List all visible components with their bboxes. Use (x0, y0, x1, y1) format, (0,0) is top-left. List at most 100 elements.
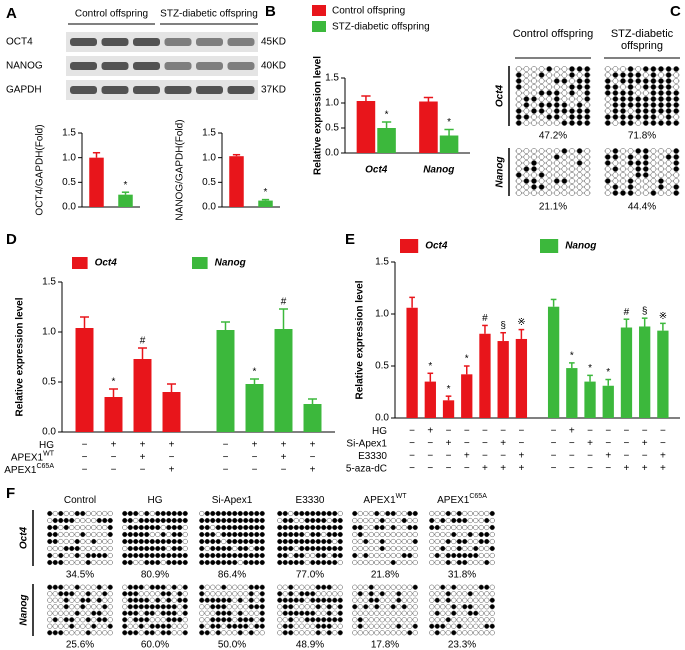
cpg-dot (642, 66, 649, 72)
cpg-dot (232, 524, 238, 531)
treatment-mark: + (518, 463, 524, 474)
treatment-mark: + (252, 440, 258, 451)
cpg-dot (321, 597, 327, 603)
cpg-dot (254, 524, 260, 531)
cpg-dot (642, 78, 649, 84)
cpg-dot (456, 591, 462, 597)
cpg-dot (248, 610, 254, 616)
cpg-dot (166, 531, 172, 538)
cpg-dot (390, 510, 396, 517)
cpg-dot (484, 604, 490, 610)
cpg-dot (604, 184, 611, 190)
cpg-dot (63, 597, 69, 603)
error-bar (308, 398, 317, 404)
methylation-percent: 23.3% (448, 640, 476, 650)
cpg-dot (429, 524, 435, 531)
cpg-dot (523, 96, 530, 102)
cpg-dot (243, 545, 249, 552)
cpg-dot (412, 510, 418, 517)
group-label-box: STZ-diabetic offspring (611, 28, 673, 52)
methylation-percent: 86.4% (218, 570, 246, 581)
treatment-mark: − (446, 426, 452, 437)
cpg-dot (658, 102, 664, 108)
cpg-dot (210, 604, 216, 610)
cpg-dot (357, 510, 363, 517)
cpg-dot (288, 584, 294, 590)
cpg-dot (553, 166, 560, 172)
legend-label: Oct4 (425, 241, 448, 252)
y-tick-label: 1.0 (202, 152, 216, 163)
cpg-dot (332, 604, 338, 610)
treatment-mark: − (223, 465, 229, 476)
cpg-dot (171, 630, 177, 636)
cpg-dot (484, 517, 490, 524)
cpg-dot (357, 545, 363, 552)
cpg-dot (254, 623, 260, 629)
cpg-dot (546, 72, 553, 78)
cpg-dot (553, 78, 560, 84)
cpg-dot (473, 630, 479, 636)
significance: * (606, 367, 610, 378)
cpg-dot (374, 531, 380, 538)
cpg-dot (665, 154, 672, 160)
cpg-dot (155, 538, 161, 545)
cpg-dot (658, 148, 664, 154)
cpg-dot (561, 90, 568, 96)
cpg-dot (171, 559, 177, 566)
cpg-dot (665, 96, 672, 102)
cpg-dot (248, 630, 254, 636)
cpg-dot (462, 597, 468, 603)
cpg-dot (226, 545, 232, 552)
cpg-dot (473, 538, 479, 545)
cpg-dot (456, 584, 462, 590)
cpg-dot (396, 623, 402, 629)
bar (89, 157, 104, 207)
cpg-dot (215, 623, 221, 629)
error-bar (409, 296, 415, 308)
cpg-dot (584, 66, 591, 72)
treatment-mark: − (409, 426, 415, 437)
cpg-dot (484, 552, 490, 559)
cpg-dot (96, 517, 102, 524)
cpg-dot (248, 584, 254, 590)
cpg-dot (107, 510, 113, 517)
cpg-dot (612, 172, 619, 178)
treatment-mark: + (310, 440, 316, 451)
cpg-dot (538, 148, 545, 154)
cpg-dot (243, 630, 249, 636)
cpg-dot (569, 148, 575, 154)
treatment-mark: − (482, 451, 488, 462)
cpg-dot (232, 591, 238, 597)
lane-group-label: STZ-diabetic offspring (160, 9, 258, 20)
cpg-dot (133, 552, 139, 559)
cpg-dot (374, 510, 380, 517)
cpg-dot (237, 584, 243, 590)
cpg-dot (210, 584, 216, 590)
blot-band (133, 86, 160, 94)
y-tick-label: 1.5 (325, 73, 339, 84)
cpg-dot (576, 184, 583, 190)
treatment-mark: + (569, 426, 575, 437)
group-label-main: Control (64, 495, 96, 506)
cpg-dot (74, 559, 80, 566)
y-tick-label: 1.5 (42, 277, 56, 288)
cpg-dot (627, 172, 634, 178)
bar (497, 341, 509, 418)
cpg-dot (445, 604, 451, 610)
cpg-dot (122, 552, 128, 559)
cpg-dot (368, 559, 374, 566)
cpg-dot (538, 160, 545, 166)
cpg-dot (52, 545, 58, 552)
cpg-dot (576, 114, 583, 120)
cpg-dot (478, 617, 484, 623)
cpg-dot (440, 531, 446, 538)
error-bar (500, 331, 507, 342)
cpg-dot (515, 172, 522, 178)
cpg-dot (282, 610, 288, 616)
cpg-dot (531, 66, 537, 72)
cpg-dot (210, 538, 216, 545)
treatment-label-sup: WT (43, 451, 55, 458)
cpg-dot (531, 108, 537, 114)
cpg-dot (462, 617, 468, 623)
cpg-dot (122, 524, 128, 531)
